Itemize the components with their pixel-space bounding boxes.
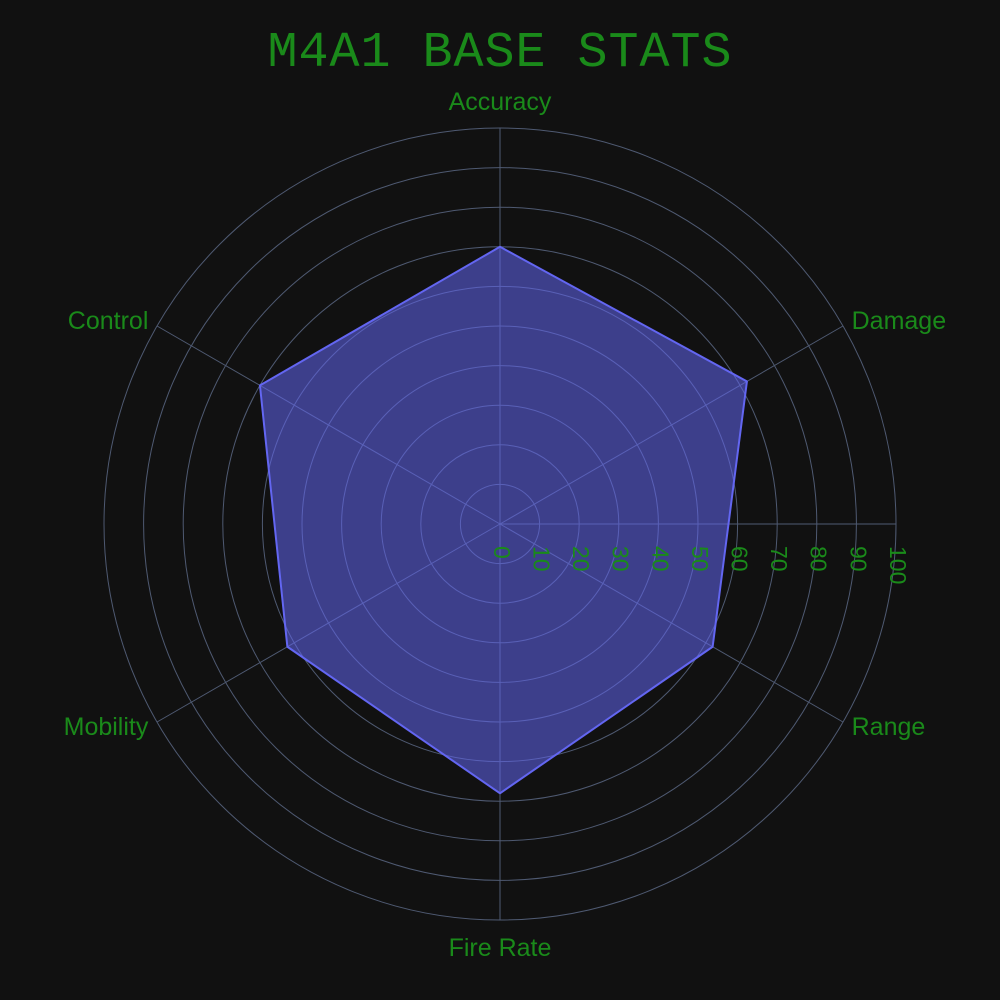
axis-label-damage: Damage <box>852 307 947 335</box>
axis-label-fire-rate: Fire Rate <box>449 934 552 962</box>
radial-tick-label-30: 30 <box>608 546 634 572</box>
radial-tick-labels: 0 10 20 30 40 50 60 70 80 90 100 <box>489 546 911 584</box>
radar-series-layer <box>258 245 748 795</box>
radial-tick-label-70: 70 <box>766 546 792 572</box>
axis-labels: Accuracy Damage Range Fire Rate Mobility Cont… <box>64 88 946 962</box>
radial-tick-label-80: 80 <box>806 546 832 572</box>
radial-tick-label-40: 40 <box>647 546 673 572</box>
axis-label-range: Range <box>852 713 926 741</box>
radial-tick-label-0: 0 <box>489 546 515 559</box>
axis-label-mobility: Mobility <box>64 713 149 741</box>
radial-tick-label-100: 100 <box>885 546 911 584</box>
axis-label-control: Control <box>68 307 149 335</box>
chart-title: M4A1 BASE STATS <box>267 25 732 82</box>
radial-tick-label-50: 50 <box>687 546 713 572</box>
radial-tick-label-20: 20 <box>568 546 594 572</box>
axis-label-accuracy: Accuracy <box>449 88 552 116</box>
series-area-0 <box>258 245 748 795</box>
radial-tick-label-90: 90 <box>845 546 871 572</box>
radial-tick-label-60: 60 <box>727 546 753 572</box>
radial-tick-label-10: 10 <box>529 546 555 572</box>
